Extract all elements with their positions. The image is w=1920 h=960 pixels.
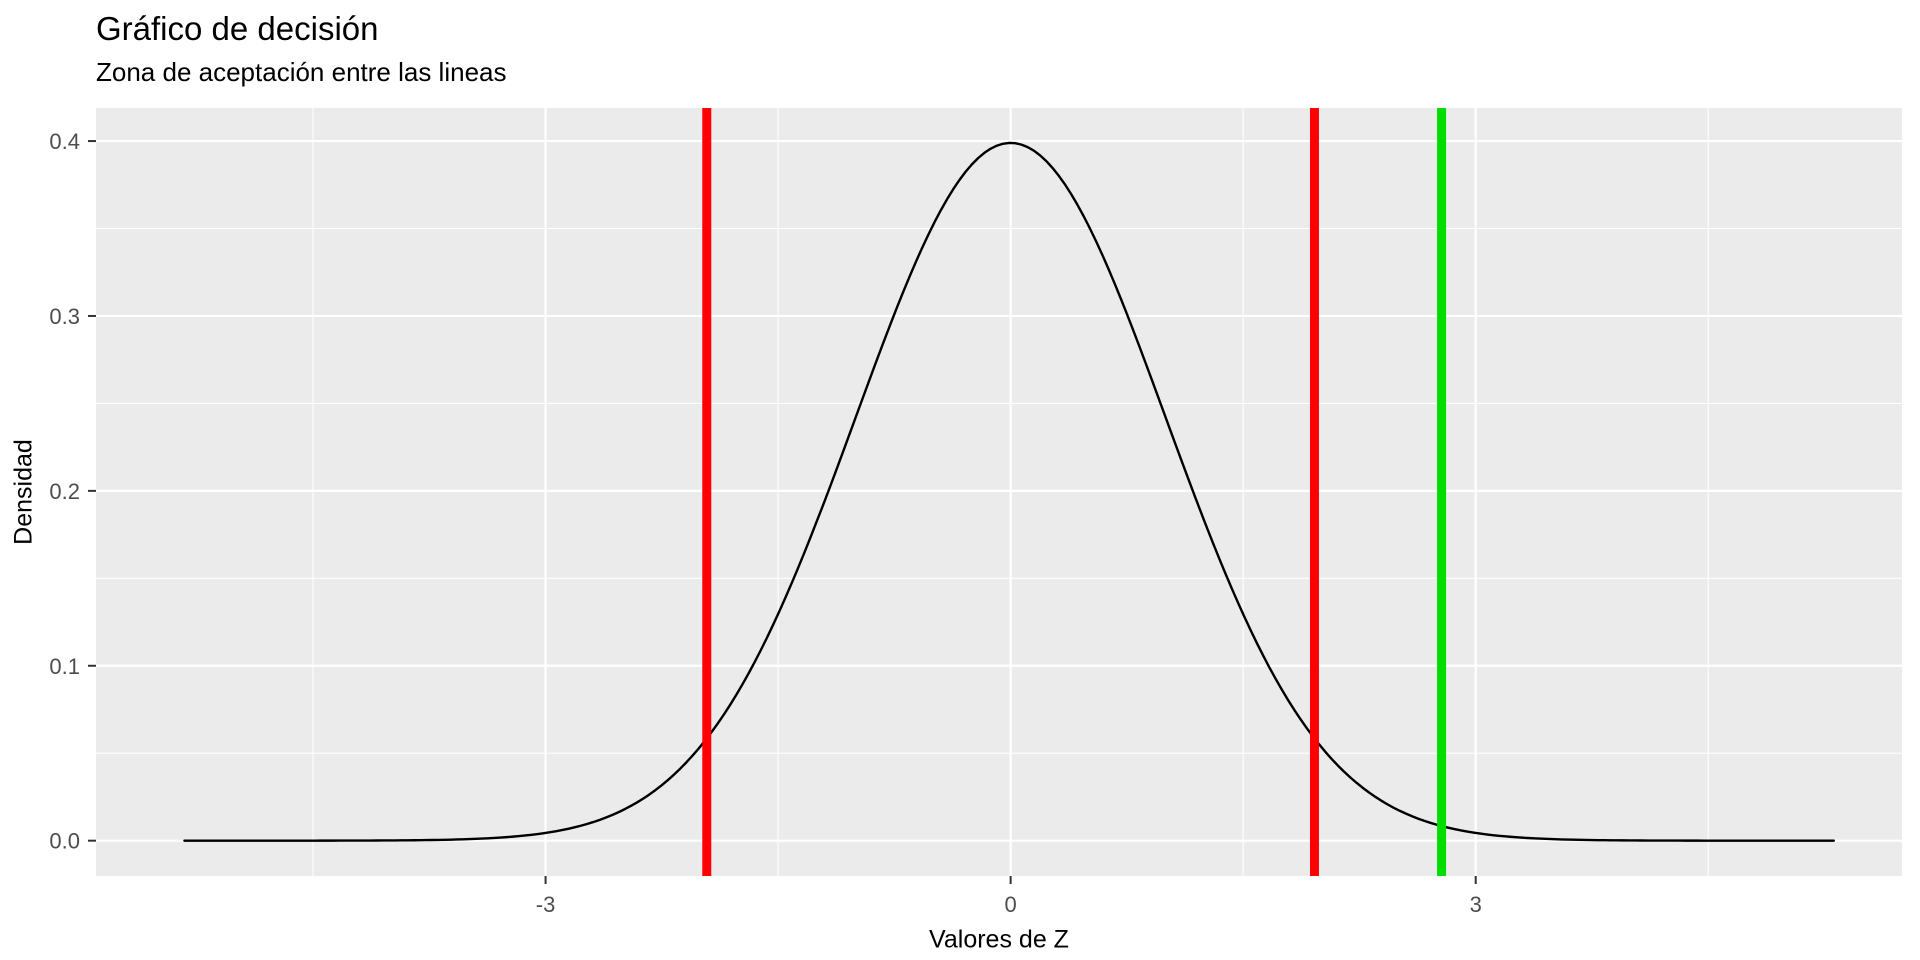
x-tick-label: 0	[1005, 892, 1017, 917]
y-tick-label: 0.3	[49, 304, 80, 329]
density-curve	[183, 141, 1835, 842]
x-axis-title: Valores de Z	[929, 925, 1069, 954]
chart-subtitle: Zona de aceptación entre las lineas	[96, 57, 507, 87]
y-tick-label: 0.0	[49, 829, 80, 854]
x-tick-label: 3	[1470, 892, 1482, 917]
plot-panel	[96, 108, 1902, 876]
chart-title: Gráfico de decisión	[96, 10, 379, 47]
x-tick-label: -3	[536, 892, 556, 917]
y-tick-label: 0.4	[49, 129, 80, 154]
y-tick-label: 0.1	[49, 654, 80, 679]
y-tick-label: 0.2	[49, 479, 80, 504]
y-axis-title: Densidad	[9, 439, 38, 545]
